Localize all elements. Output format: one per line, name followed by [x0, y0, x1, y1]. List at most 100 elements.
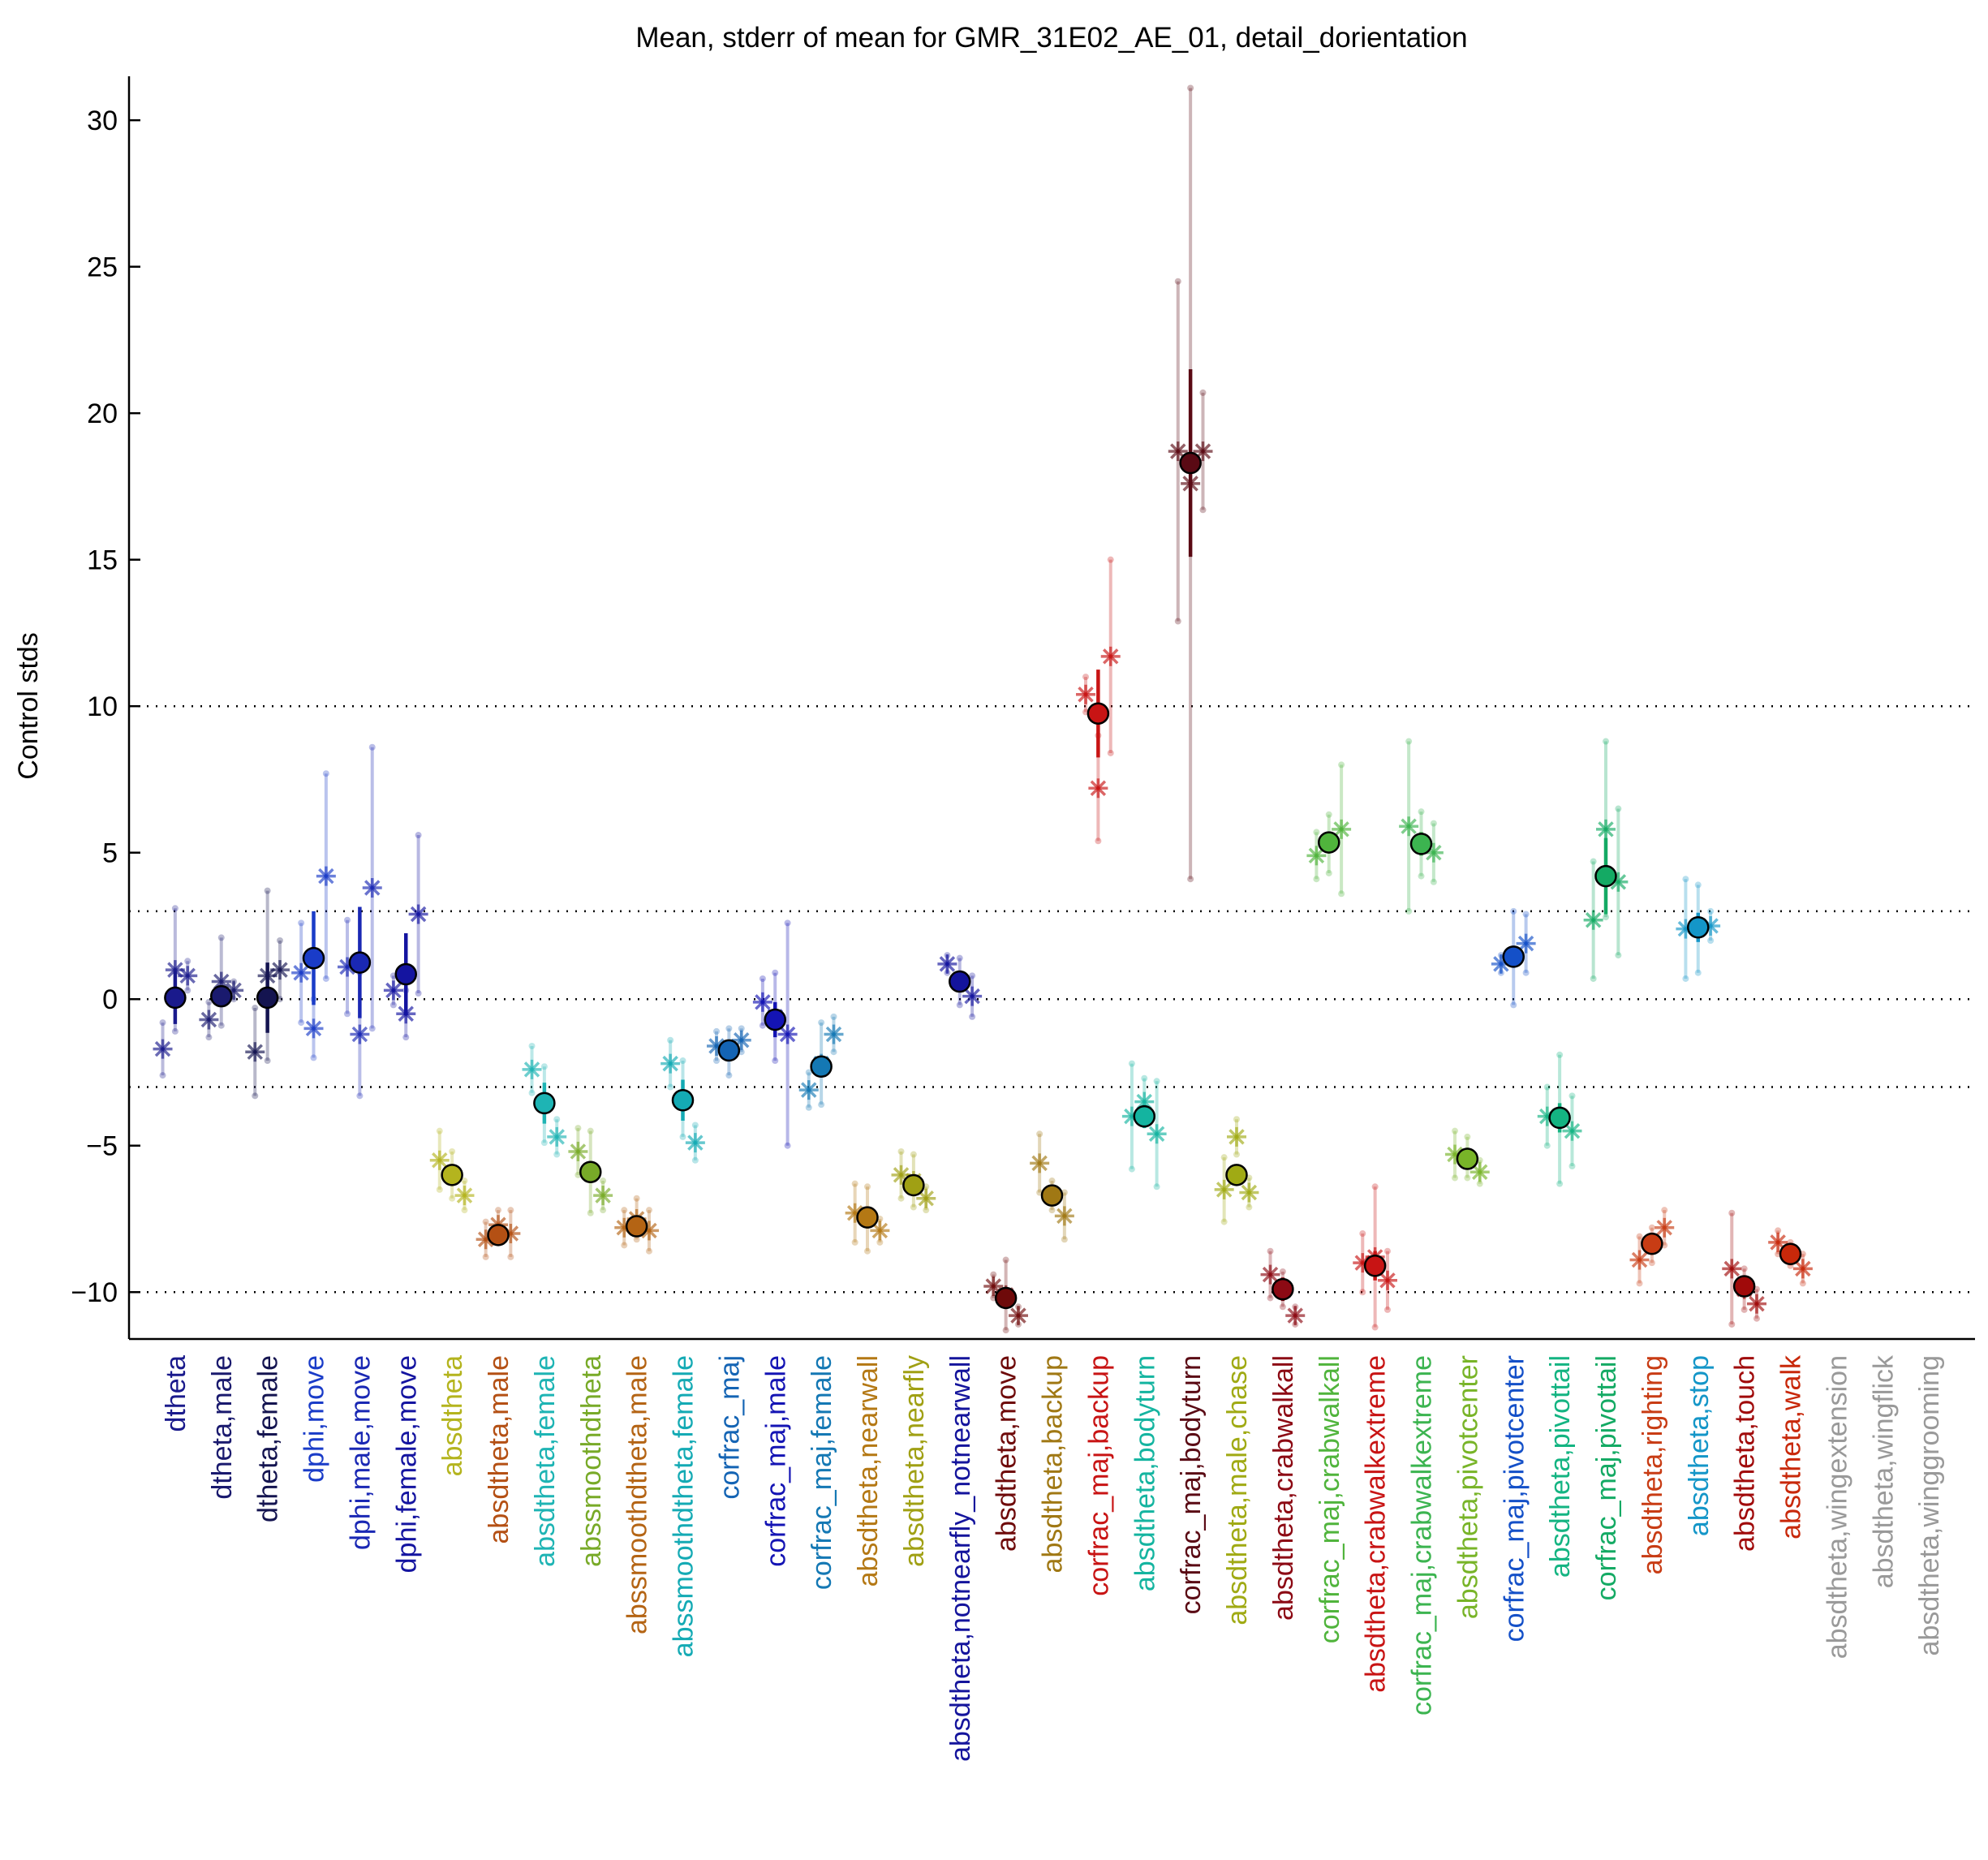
- point-error-cap: [528, 1089, 536, 1096]
- category-group: [1260, 1247, 1306, 1328]
- point-error-cap: [1199, 389, 1207, 396]
- point-error-cap: [864, 1183, 871, 1190]
- mean-marker: [210, 984, 233, 1008]
- star-stroke: [1517, 935, 1534, 952]
- x-tick-label: absdtheta,backup: [1038, 1355, 1069, 1573]
- experiment-point: [1562, 1121, 1582, 1141]
- experiment-point: [547, 1126, 567, 1147]
- point-error-cap: [264, 887, 271, 894]
- point-error-cap: [528, 1042, 536, 1049]
- point-error-cap: [600, 1178, 607, 1185]
- x-tick-label: corfrac_maj,crabwalkall: [1315, 1355, 1345, 1643]
- mean-marker: [394, 962, 417, 986]
- point-error-cap: [298, 1019, 305, 1027]
- point-error-cap: [818, 1019, 825, 1027]
- point-error-cap: [1741, 1306, 1748, 1313]
- star-stroke: [918, 1190, 934, 1207]
- point-error-cap: [1371, 1183, 1379, 1190]
- point-error-cap: [1383, 1306, 1391, 1313]
- x-tick-label: corfrac_maj,female: [807, 1355, 837, 1590]
- star-stroke: [1447, 1146, 1463, 1163]
- point-error-cap: [298, 919, 305, 927]
- mean-marker: [1502, 945, 1525, 968]
- star-stroke: [687, 1135, 704, 1151]
- x-tick-label: absdtheta,crabwalkall: [1268, 1355, 1299, 1621]
- point-error-cap: [276, 937, 283, 945]
- experiment-point: [1214, 1179, 1234, 1199]
- x-tick-label: corfrac_maj,crabwalkextreme: [1407, 1355, 1438, 1716]
- experiment-point: [593, 1186, 613, 1206]
- category-group: [1121, 1060, 1167, 1190]
- point-error-cap: [1267, 1247, 1274, 1255]
- experiment-point: [937, 954, 957, 974]
- x-tick-label: dphi,male,move: [345, 1355, 376, 1550]
- experiment-point: [1377, 1270, 1397, 1290]
- point-error-cap: [1338, 890, 1345, 898]
- x-tick-label: absdtheta: [437, 1355, 468, 1476]
- x-tick-label: corfrac_maj,bodyturn: [1176, 1355, 1207, 1614]
- star-stroke: [1090, 780, 1107, 797]
- mean-marker: [487, 1224, 510, 1246]
- x-tick-label: corfrac_maj,pivotcenter: [1499, 1355, 1530, 1642]
- point-error-cap: [1590, 858, 1597, 865]
- experiment-point: [685, 1133, 705, 1153]
- mean-marker: [1594, 864, 1617, 888]
- experiment-point: [1306, 846, 1327, 866]
- point-error-cap: [1568, 1162, 1576, 1169]
- mean-marker: [1732, 1275, 1756, 1298]
- y-tick-label: −5: [86, 1131, 118, 1162]
- point-error-cap: [1036, 1130, 1043, 1138]
- point-error-cap: [667, 1083, 674, 1091]
- point-error-cap: [1430, 820, 1437, 827]
- point-error-cap: [969, 1013, 976, 1020]
- star-stroke: [154, 1040, 171, 1057]
- mean-marker: [1779, 1242, 1802, 1266]
- point-error-cap: [1405, 907, 1413, 915]
- mean-marker: [441, 1164, 463, 1186]
- star-stroke: [1170, 443, 1186, 459]
- point-error-cap: [772, 969, 779, 976]
- star-stroke: [1426, 844, 1442, 861]
- star-stroke: [410, 906, 427, 923]
- point-error-cap: [1556, 1051, 1564, 1058]
- point-error-cap: [217, 1022, 225, 1029]
- point-error-cap: [1220, 1218, 1228, 1225]
- point-error-cap: [1187, 84, 1194, 92]
- point-error-cap: [667, 1036, 674, 1044]
- star-stroke: [1598, 821, 1614, 837]
- star-stroke: [1610, 874, 1627, 890]
- x-tick-label: absdtheta,nearwall: [853, 1355, 884, 1587]
- point-error-cap: [1682, 876, 1689, 883]
- point-error-cap: [1107, 556, 1114, 563]
- point-error-cap: [1153, 1078, 1160, 1085]
- point-error-cap: [738, 1025, 745, 1032]
- point-error-cap: [621, 1207, 628, 1214]
- experiment-point: [1147, 1124, 1167, 1144]
- point-error-cap: [691, 1122, 699, 1129]
- category-group: [1768, 1227, 1813, 1287]
- star-stroke: [364, 880, 381, 896]
- point-error-cap: [205, 1034, 213, 1041]
- x-tick-label: dtheta: [161, 1355, 191, 1432]
- mean-marker: [1641, 1232, 1663, 1255]
- point-error-cap: [1522, 969, 1530, 976]
- point-error-cap: [1153, 1183, 1160, 1190]
- x-tick-label: absdtheta,bodyturn: [1130, 1355, 1160, 1591]
- star-stroke: [1749, 1295, 1765, 1312]
- star-stroke: [1585, 912, 1602, 928]
- point-error-cap: [1246, 1203, 1253, 1211]
- point-error-cap: [830, 1013, 837, 1020]
- category-group: [891, 1147, 936, 1214]
- point-error-cap: [1682, 975, 1689, 982]
- star-stroke: [385, 982, 402, 999]
- mean-marker: [764, 1008, 786, 1031]
- point-error-cap: [1338, 761, 1345, 769]
- category-group: [798, 1013, 844, 1111]
- point-error-cap: [1728, 1209, 1736, 1216]
- point-error-cap: [1648, 1224, 1655, 1231]
- experiment-point: [568, 1141, 588, 1161]
- experiment-point: [153, 1039, 173, 1059]
- star-stroke: [272, 962, 288, 978]
- point-error-cap: [725, 1025, 733, 1032]
- experiment-point: [316, 866, 336, 886]
